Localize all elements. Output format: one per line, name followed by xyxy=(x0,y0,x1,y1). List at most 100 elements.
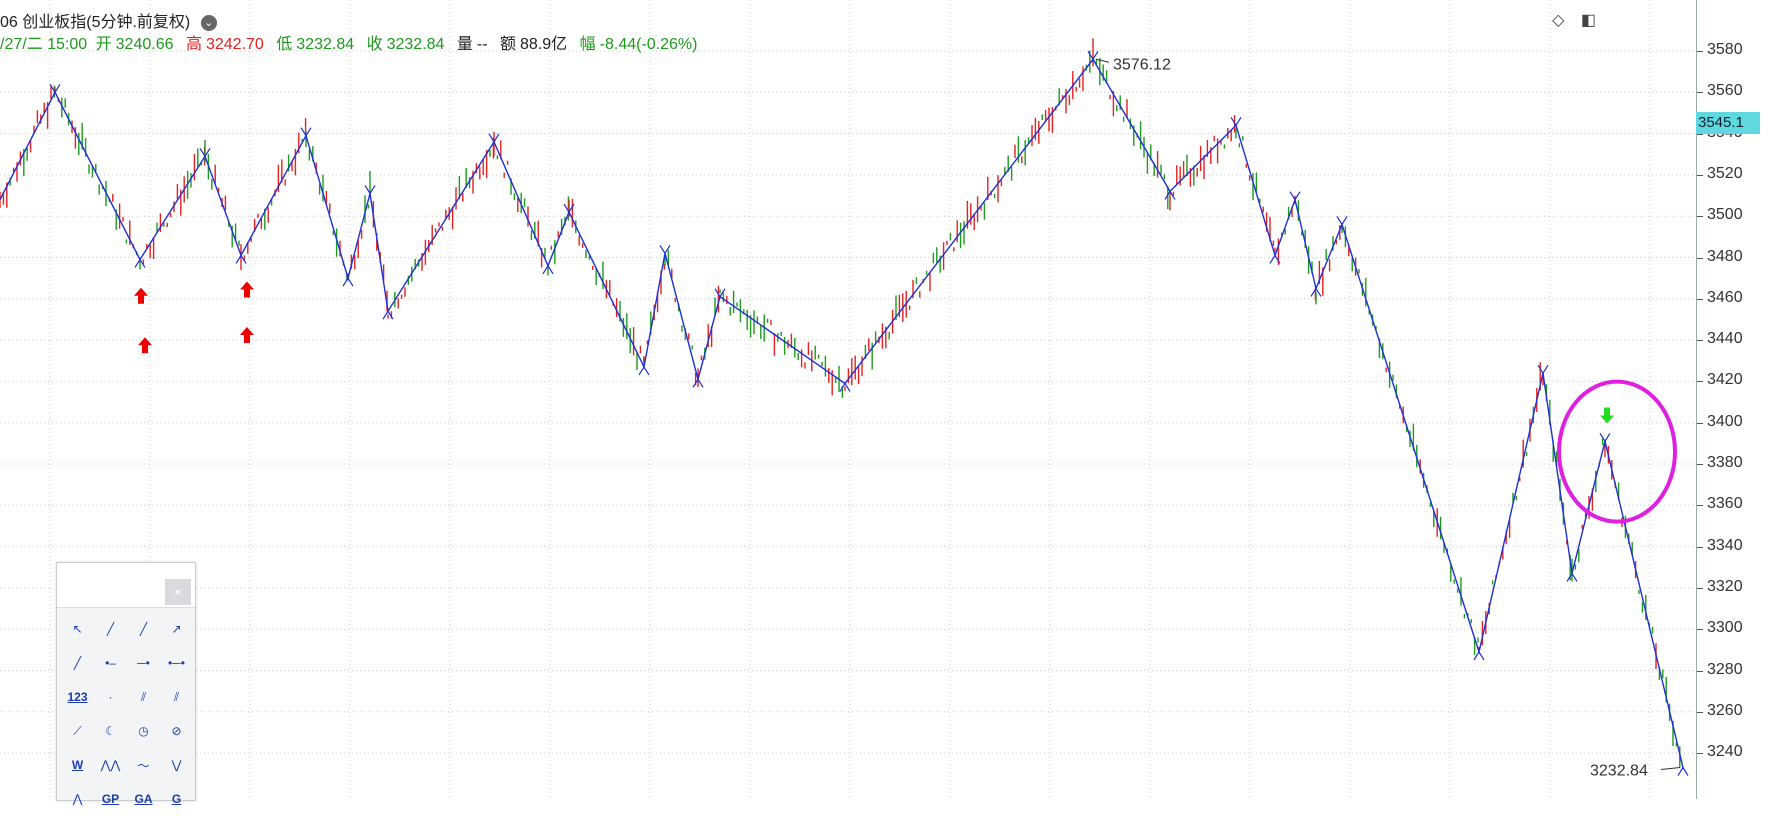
y-tick-label: 3380 xyxy=(1707,454,1743,471)
y-tick-label: 3440 xyxy=(1707,330,1743,348)
y-tick-mark xyxy=(1697,464,1703,465)
parallel-channel-tool-icon[interactable]: ⫽ xyxy=(140,689,147,704)
zigzag-point xyxy=(1599,432,1611,443)
open-value: 3240.66 xyxy=(115,36,174,53)
panel-toggle-icon[interactable]: ◧ xyxy=(1580,12,1596,29)
volume-label: 量 xyxy=(456,36,473,53)
zigzag-point xyxy=(542,264,554,275)
fork-tool-icon[interactable]: ⫽ xyxy=(173,689,180,704)
y-tick-mark xyxy=(1697,174,1703,176)
zigzag-point xyxy=(382,310,394,320)
horizontal-segment-tool-icon[interactable]: •– xyxy=(105,656,116,670)
price-label-tool-icon[interactable]: · xyxy=(108,690,113,704)
horizontal-line-tool-icon[interactable]: •─• xyxy=(168,656,185,670)
y-tick-mark xyxy=(1697,753,1703,755)
y-tick-label: 3500 xyxy=(1707,206,1743,224)
arc-tool-icon[interactable]: ☾ xyxy=(105,724,116,738)
high-value: 3242.70 xyxy=(205,36,264,53)
pointer-tool-icon[interactable]: ↖ xyxy=(72,622,83,636)
zigzag-point xyxy=(1310,287,1322,297)
circle-tool-icon[interactable]: ◷ xyxy=(138,724,149,738)
close-icon[interactable]: × xyxy=(165,579,191,605)
y-tick-mark xyxy=(1697,216,1703,218)
y-tick-mark xyxy=(1697,257,1703,259)
y-tick-label: 3400 xyxy=(1707,412,1743,430)
zigzag-point xyxy=(235,254,247,264)
vertical-line-tool-icon[interactable]: 123 xyxy=(67,690,88,704)
zigzag-series-line xyxy=(0,58,1684,768)
y-tick-mark xyxy=(1697,381,1703,383)
zigzag-point xyxy=(563,203,575,214)
regression-tool-icon[interactable]: ⟋ xyxy=(73,723,82,738)
zigzag-point xyxy=(342,277,354,287)
wave-tool-icon[interactable]: W xyxy=(71,758,84,772)
zigzag-point xyxy=(839,382,851,392)
zigzag-point xyxy=(49,83,61,94)
gp-tool-icon[interactable]: GP xyxy=(101,792,120,806)
y-tick-label: 3560 xyxy=(1707,82,1743,100)
diamond-icon[interactable]: ◇ xyxy=(1552,12,1565,29)
zigzag-point xyxy=(692,378,704,388)
sell-signal-arrow-icon xyxy=(1600,407,1614,424)
trend-tool-icon[interactable]: 〜 xyxy=(137,758,150,773)
low-label: 低 xyxy=(276,36,293,53)
zigzag-tool-icon[interactable]: ⋁ xyxy=(171,758,182,772)
toolbox-titlebar[interactable]: × xyxy=(57,563,195,608)
y-tick-mark xyxy=(1697,133,1703,135)
chart-area[interactable]: 3576.12 3232.84 06 创业板指(5分钟.前复权) ⌄ /27/二 … xyxy=(0,0,1696,806)
ohlc-row: /27/二 15:00 开 3240.66 高 3242.70 低 3232.84 收… xyxy=(0,30,705,54)
buy-signal-arrow-icon xyxy=(134,287,148,304)
zigzag-point xyxy=(1087,50,1099,61)
ray-tool-icon[interactable]: ╱ xyxy=(73,656,82,670)
gann-tool-icon[interactable]: ⊘ xyxy=(171,724,182,738)
y-tick-mark xyxy=(1697,629,1703,631)
high-label-leader xyxy=(1095,58,1110,63)
y-tick-label: 3360 xyxy=(1707,495,1743,513)
zigzag-point xyxy=(300,127,312,137)
y-tick-label: 3280 xyxy=(1707,660,1743,678)
elliott-tool-icon[interactable]: ⋀⋀ xyxy=(100,758,121,772)
zigzag-point xyxy=(1269,254,1281,264)
low-label-leader xyxy=(1660,767,1681,771)
y-tick-label: 3480 xyxy=(1707,247,1743,265)
low-value: 3232.84 xyxy=(296,36,355,53)
y-tick-mark xyxy=(1697,340,1703,342)
change-value: -8.44(-0.26%) xyxy=(599,36,698,53)
ga-tool-icon[interactable]: GA xyxy=(134,792,153,806)
y-tick-label: 3240 xyxy=(1707,743,1743,761)
y-tick-label: 3260 xyxy=(1707,701,1743,719)
buy-signal-arrow-icon xyxy=(138,337,152,354)
y-tick-label: 3420 xyxy=(1707,371,1743,389)
highlight-circle xyxy=(1557,379,1677,524)
horizontal-ray-tool-icon[interactable]: ─• xyxy=(137,656,150,670)
close-value: 3232.84 xyxy=(386,36,445,53)
zigzag-point xyxy=(1230,117,1242,127)
y-tick-mark xyxy=(1697,587,1703,589)
y-tick-mark xyxy=(1697,92,1703,94)
arrow-line-tool-icon[interactable]: ↗ xyxy=(171,622,182,636)
amount-value: 88.9亿 xyxy=(520,36,568,53)
zigzag-point xyxy=(638,365,650,376)
zigzag-point xyxy=(1566,572,1578,582)
y-tick-mark xyxy=(1697,298,1703,300)
top-icons: ◇ ◧ xyxy=(1540,10,1596,30)
chevron-down-icon[interactable]: ⌄ xyxy=(200,14,217,31)
bar-date: /27/二 15:00 xyxy=(0,36,88,53)
y-tick-label: 3460 xyxy=(1707,288,1743,306)
y-tick-label: 3520 xyxy=(1707,164,1743,182)
segment-tool-icon[interactable]: ╱ xyxy=(106,622,115,636)
y-tick-mark xyxy=(1697,711,1703,713)
drawing-toolbox: × ↖ ╱ ╱ ↗ ╱ •– ─• •─• 123 · ⫽ ⫽ ⟋ ☾ ◷ ⊘ W ⋀⋀ 〜 ⋁ ⋀ GP GA G xyxy=(56,562,196,806)
zigzag-point xyxy=(1289,191,1301,201)
line-tool-icon[interactable]: ╱ xyxy=(139,622,148,636)
y-tick-mark xyxy=(1697,546,1703,548)
zigzag-point xyxy=(199,147,211,158)
price-chart[interactable]: 3576.12 3232.84 xyxy=(0,0,1696,799)
change-label: 幅 xyxy=(579,36,596,53)
zigzag-point xyxy=(364,185,376,195)
y-tick-mark xyxy=(1697,51,1703,52)
g-tool-icon[interactable]: G xyxy=(171,792,182,806)
chart-header: 06 创业板指(5分钟.前复权) ⌄ /27/二 15:00 开 3240.66 … xyxy=(0,6,1000,54)
amount-label: 额 xyxy=(500,36,517,53)
pattern-tool-icon[interactable]: ⋀ xyxy=(72,792,83,806)
